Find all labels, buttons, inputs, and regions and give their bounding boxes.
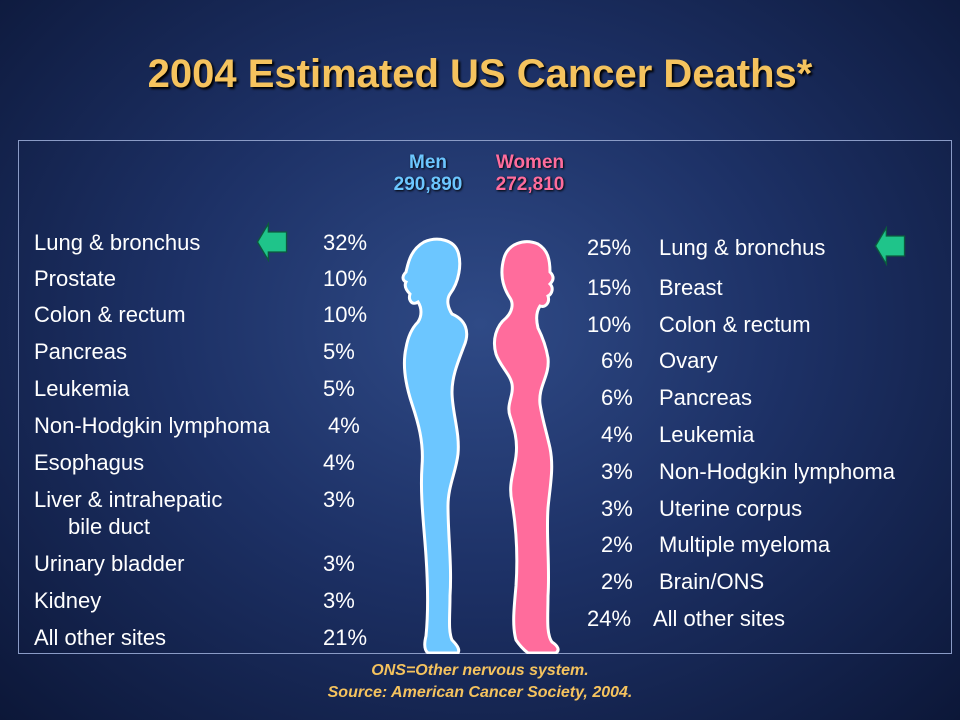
content-panel xyxy=(18,140,952,654)
men-site-name: Lung & bronchus xyxy=(34,230,201,255)
men-site-pct: 10% xyxy=(323,302,368,327)
women-site-name: Ovary xyxy=(659,348,718,373)
women-site-pct: 6% xyxy=(601,385,633,410)
women-site-name: All other sites xyxy=(653,606,786,631)
women-site-name: Pancreas xyxy=(659,385,752,410)
footnote-source: Source: American Cancer Society, 2004. xyxy=(327,684,633,701)
female-silhouette-icon xyxy=(492,240,560,654)
men-site-pct: 3% xyxy=(323,487,355,512)
men-site-name: Non-Hodgkin lymphoma xyxy=(34,413,270,438)
women-site-name: Brain/ONS xyxy=(659,569,765,594)
women-site-name: Non-Hodgkin lymphoma xyxy=(659,459,895,484)
women-total: 272,810 xyxy=(495,174,565,195)
women-site-pct: 2% xyxy=(601,569,633,594)
women-site-name: Leukemia xyxy=(659,422,755,447)
men-label: Men xyxy=(409,152,447,173)
women-site-pct: 10% xyxy=(587,312,632,337)
men-site-name: Colon & rectum xyxy=(34,302,186,327)
footnote-ons: ONS=Other nervous system. xyxy=(371,662,589,679)
women-site-pct: 15% xyxy=(587,275,632,300)
men-site-name: Pancreas xyxy=(34,339,127,364)
green-left-arrow-icon xyxy=(256,222,288,262)
women-site-pct: 3% xyxy=(601,459,633,484)
men-site-pct: 4% xyxy=(323,450,355,475)
women-site-name: Colon & rectum xyxy=(659,312,811,337)
men-site-pct: 3% xyxy=(323,588,355,613)
women-site-name: Uterine corpus xyxy=(659,496,803,521)
women-site-pct: 25% xyxy=(587,235,632,260)
women-site-pct: 2% xyxy=(601,532,633,557)
men-site-name-continued: bile duct xyxy=(68,514,150,539)
men-site-pct: 4% xyxy=(328,413,360,438)
women-label: Women xyxy=(495,152,565,173)
men-site-pct: 5% xyxy=(323,339,355,364)
men-site-name: Kidney xyxy=(34,588,102,613)
women-site-name: Breast xyxy=(659,275,723,300)
men-site-pct: 32% xyxy=(323,230,368,255)
figures xyxy=(401,237,560,654)
women-site-pct: 24% xyxy=(587,606,632,631)
men-site-name: Prostate xyxy=(34,266,116,291)
men-site-name: Liver & intrahepatic xyxy=(34,487,223,512)
men-total: 290,890 xyxy=(393,174,463,195)
male-silhouette-icon xyxy=(401,237,469,654)
women-site-pct: 6% xyxy=(601,348,633,373)
women-site-pct: 3% xyxy=(601,496,633,521)
women-site-name: Lung & bronchus xyxy=(659,235,826,260)
women-site-pct: 4% xyxy=(601,422,633,447)
green-left-arrow-icon xyxy=(874,226,906,266)
women-site-name: Multiple myeloma xyxy=(659,532,831,557)
women-header: Women 272,810 xyxy=(480,152,580,196)
men-site-name: All other sites xyxy=(34,625,167,650)
men-header: Men 290,890 xyxy=(384,152,472,196)
men-site-pct: 10% xyxy=(323,266,368,291)
page-title: 2004 Estimated US Cancer Deaths* xyxy=(147,52,813,96)
men-site-name: Esophagus xyxy=(34,450,145,475)
men-site-pct: 5% xyxy=(323,376,355,401)
men-site-name: Leukemia xyxy=(34,376,130,401)
men-site-name: Urinary bladder xyxy=(34,551,185,576)
men-site-pct: 21% xyxy=(323,625,368,650)
men-site-pct: 3% xyxy=(323,551,355,576)
